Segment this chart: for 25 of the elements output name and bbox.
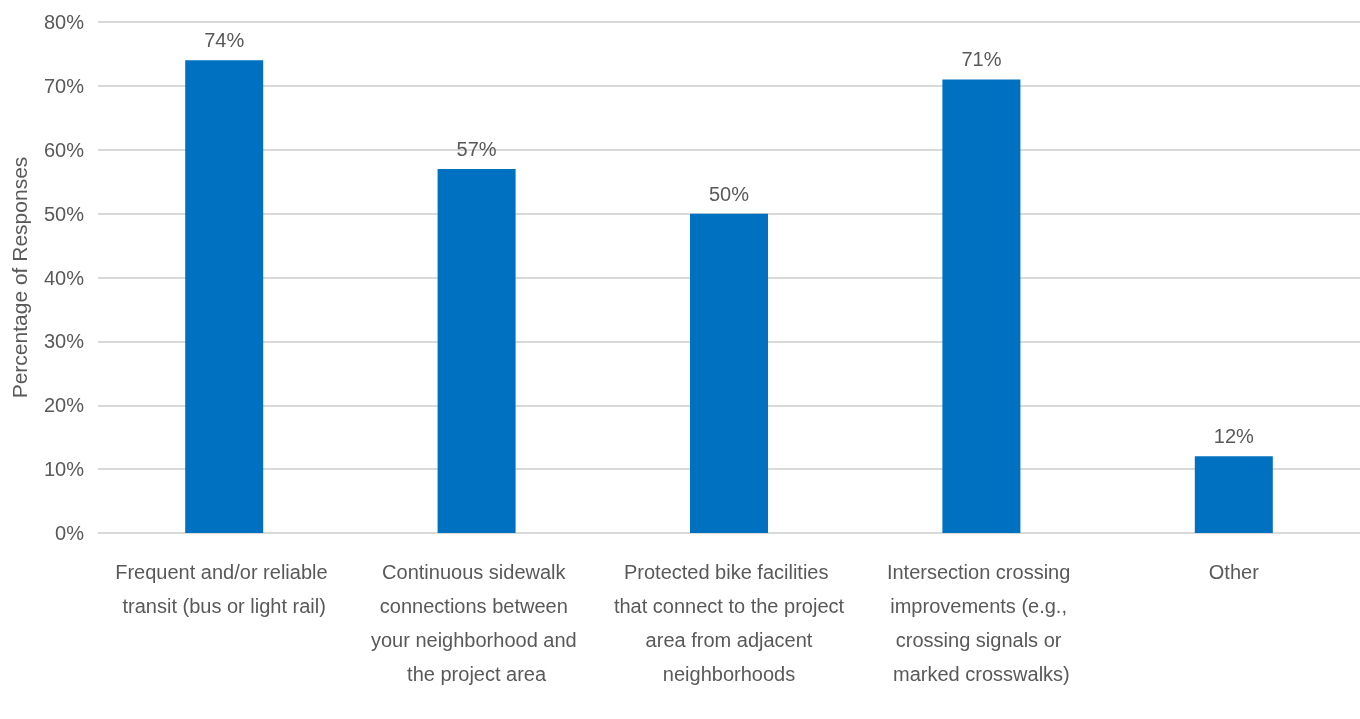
data-label: 50% bbox=[708, 182, 750, 205]
y-tick-label: 60% bbox=[43, 138, 85, 161]
y-tick-label: 40% bbox=[43, 266, 85, 289]
bar bbox=[1194, 456, 1273, 533]
data-label: 71% bbox=[961, 48, 1002, 71]
data-label: 12% bbox=[1213, 425, 1255, 448]
bar bbox=[690, 213, 768, 533]
y-tick-label: 30% bbox=[43, 330, 85, 353]
x-tick-label: Other bbox=[1208, 561, 1260, 583]
y-tick-label: 10% bbox=[43, 458, 85, 481]
x-tick-label: Frequent and/or reliable transit (bus or light rail) bbox=[115, 561, 334, 617]
bar bbox=[437, 168, 516, 533]
data-label: 57% bbox=[456, 137, 497, 160]
y-tick-label: 80% bbox=[43, 11, 85, 33]
x-tick-label: Intersection crossing improvements (e.g., crossing signals or marked crosswalks) bbox=[886, 561, 1076, 685]
y-axis-title: Percentage of Responses bbox=[8, 156, 31, 399]
data-label: 74% bbox=[204, 29, 245, 52]
bar bbox=[942, 79, 1021, 533]
x-tick-label: Protected bike facilities that connect to the project area from adjacent neighborhoods bbox=[613, 561, 845, 685]
bar bbox=[185, 60, 264, 533]
y-tick-label: 20% bbox=[43, 394, 85, 417]
y-tick-label: 50% bbox=[43, 202, 85, 225]
y-tick-label: 0% bbox=[55, 522, 85, 544]
x-tick-label: Continuous sidewalk connections between your neighborhood and the project area bbox=[370, 561, 583, 685]
y-tick-label: 70% bbox=[43, 74, 85, 97]
